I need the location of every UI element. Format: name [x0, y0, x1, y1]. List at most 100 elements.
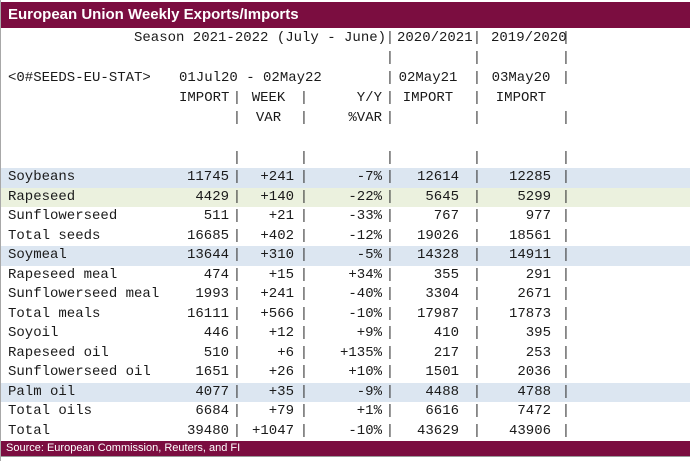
table-row: Rapeseed oil 510 | +6 | +135% | 217 | 25…: [1, 344, 690, 364]
yy-pct-value: +1%: [356, 403, 382, 419]
row-label: Sunflowerseed: [8, 208, 118, 224]
yy-column-label: Y/Y: [356, 90, 382, 106]
column-separator: |: [299, 150, 309, 166]
column-separator: |: [299, 110, 309, 126]
separator-row: | | |: [1, 48, 690, 68]
import-2020-value: 395: [525, 325, 551, 341]
import-2021-value: 17987: [416, 305, 459, 322]
row-label: Total oils: [8, 403, 93, 419]
import-2021-value: 217: [433, 344, 459, 361]
column-separator: |: [232, 344, 242, 361]
top-gap: [1, 0, 690, 2]
column-header-row-1: IMPORT | WEEK | Y/Y | IMPORT | IMPORT: [1, 88, 690, 108]
import-2021-value: 1501: [425, 364, 459, 380]
yy-pct-value: +9%: [356, 325, 382, 341]
spacer-cell: [243, 148, 297, 168]
row-label: Rapeseed oil: [8, 344, 109, 361]
row-label: Soybeans: [8, 169, 76, 185]
column-separator: |: [561, 30, 571, 46]
table-row: Sunflowerseed meal 1993 | +241 | -40% | …: [1, 285, 690, 305]
week-var-value: +12: [268, 325, 294, 341]
table-row: Rapeseed 4429 | +140 | -22% | 5645 | 529…: [1, 187, 690, 207]
import-value: 13644: [186, 247, 229, 263]
column-separator: |: [385, 188, 395, 205]
week-var-value: +241: [260, 286, 294, 302]
column-separator: |: [385, 110, 395, 126]
table-row: Palm oil 4077 | +35 | -9% | 4488 | 4788 …: [1, 382, 690, 402]
column-separator: |: [561, 364, 571, 380]
column-separator: |: [561, 169, 571, 185]
column-separator: |: [385, 286, 395, 302]
spacer-cell: [1, 88, 179, 108]
column-separator: |: [385, 325, 395, 341]
column-separator: |: [299, 305, 309, 322]
import-value: 11745: [186, 169, 229, 185]
spacer-cell: [1, 28, 134, 48]
column-separator: |: [299, 169, 309, 185]
spacer-cell: [179, 108, 231, 128]
column-separator: |: [385, 208, 395, 224]
date-range: 01Jul20 - 02May22: [179, 70, 322, 86]
import-2020-value: 2671: [517, 286, 551, 302]
column-separator: |: [385, 247, 395, 263]
column-separator: |: [232, 169, 242, 185]
column-separator: |: [385, 422, 395, 439]
table-row: Soyoil 446 | +12 | +9% | 410 | 395 |: [1, 324, 690, 344]
var-column-label: VAR: [255, 110, 282, 126]
column-separator: |: [385, 305, 395, 322]
spacer-cell: [397, 108, 463, 128]
season-2019-2020-label: 2019/2020: [491, 30, 567, 46]
column-separator: |: [232, 150, 242, 166]
import-2020-value: 5299: [517, 188, 551, 205]
column-separator: |: [472, 422, 482, 439]
source-text: Source: European Commission, Reuters, an…: [6, 442, 241, 454]
yy-pct-value: -9%: [356, 383, 382, 400]
yy-pct-value: +10%: [348, 364, 382, 380]
table-row: Sunflowerseed 511 | +21 | -33% | 767 | 9…: [1, 207, 690, 227]
column-separator: |: [561, 188, 571, 205]
table-row: Total 39480 | +1047 | -10% | 43629 | 439…: [1, 422, 690, 442]
column-separator: |: [561, 208, 571, 224]
column-separator: |: [472, 305, 482, 322]
column-separator: |: [385, 30, 395, 46]
import-2020-value: 12285: [508, 169, 551, 185]
column-separator: |: [299, 286, 309, 302]
column-separator: |: [472, 364, 482, 380]
week-var-value: +1047: [251, 422, 294, 439]
import-2020-value: 4788: [517, 383, 551, 400]
column-separator: |: [561, 286, 571, 302]
column-separator: |: [299, 344, 309, 361]
column-separator: |: [299, 266, 309, 283]
week-var-value: +566: [260, 305, 294, 322]
week-var-value: +140: [260, 188, 294, 205]
column-separator: |: [472, 50, 482, 66]
import-value: 16685: [186, 227, 229, 244]
row-label: Soyoil: [8, 325, 59, 341]
bottom-strip: [1, 456, 690, 461]
column-separator: |: [299, 325, 309, 341]
column-separator: |: [385, 150, 395, 166]
column-separator: |: [472, 208, 482, 224]
column-separator: |: [299, 188, 309, 205]
table-row: Total meals 16111 | +566 | -10% | 17987 …: [1, 305, 690, 325]
import-2021-value: 355: [433, 266, 459, 283]
import-value: 511: [203, 208, 229, 224]
column-separator: |: [299, 403, 309, 419]
import-2020-value: 253: [525, 344, 551, 361]
import-value: 474: [203, 266, 229, 283]
column-separator: |: [232, 90, 242, 106]
spacer-cell: [553, 88, 579, 108]
column-separator: |: [385, 70, 395, 86]
column-separator: |: [472, 30, 482, 46]
column-separator: |: [472, 286, 482, 302]
import-value: 4077: [195, 383, 229, 400]
week-var-value: +35: [268, 383, 294, 400]
column-separator: |: [299, 227, 309, 244]
import-2020-value: 43906: [508, 422, 551, 439]
yy-pct-value: -40%: [348, 286, 382, 302]
import-value: 1993: [195, 286, 229, 302]
import-2020-value: 291: [525, 266, 551, 283]
column-separator: |: [232, 208, 242, 224]
column-separator: |: [472, 227, 482, 244]
import-value: 446: [203, 325, 229, 341]
